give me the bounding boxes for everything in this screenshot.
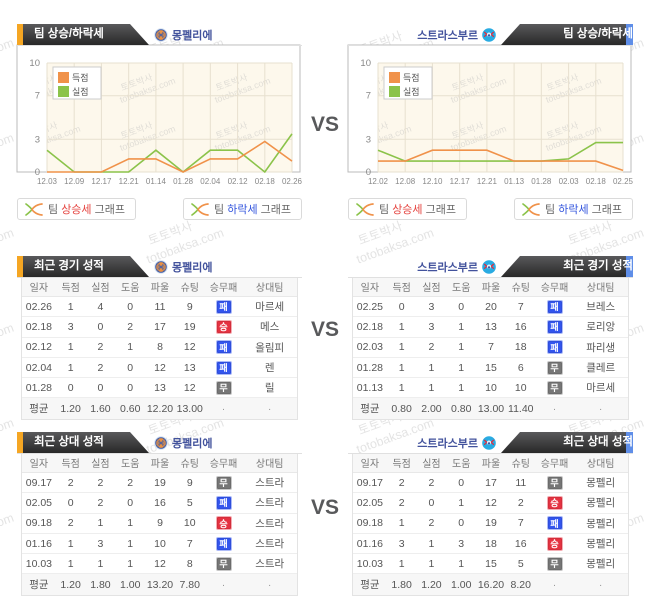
svg-text:02.18: 02.18 xyxy=(255,177,276,186)
svg-text:01.14: 01.14 xyxy=(146,177,167,186)
svg-text:totobaksa.com: totobaksa.com xyxy=(0,36,16,77)
svg-text:7: 7 xyxy=(35,91,40,102)
svg-text:3: 3 xyxy=(366,134,371,145)
svg-text:12.21: 12.21 xyxy=(477,177,498,186)
svg-text:01.13: 01.13 xyxy=(504,177,525,186)
svg-text:10: 10 xyxy=(360,58,371,69)
svg-text:12.08: 12.08 xyxy=(395,177,416,186)
svg-text:totobaksa.com: totobaksa.com xyxy=(0,416,16,457)
svg-text:3: 3 xyxy=(35,134,40,145)
svg-text:토토박사: 토토박사 xyxy=(146,219,194,248)
svg-text:실점: 실점 xyxy=(72,86,89,97)
svg-text:12.09: 12.09 xyxy=(64,177,85,186)
svg-text:01.28: 01.28 xyxy=(531,177,552,186)
svg-text:토토박사: 토토박사 xyxy=(356,219,404,248)
svg-text:토토박사: 토토박사 xyxy=(566,219,614,248)
svg-text:득점: 득점 xyxy=(72,72,89,83)
svg-text:02.18: 02.18 xyxy=(586,177,607,186)
svg-text:02.12: 02.12 xyxy=(228,177,249,186)
svg-text:득점: 득점 xyxy=(403,72,420,83)
svg-text:12.02: 12.02 xyxy=(368,177,389,186)
svg-text:02.26: 02.26 xyxy=(282,177,303,186)
svg-text:01.28: 01.28 xyxy=(173,177,194,186)
svg-text:totobaksa.com: totobaksa.com xyxy=(0,511,16,552)
svg-text:12.10: 12.10 xyxy=(422,177,443,186)
svg-text:12.21: 12.21 xyxy=(119,177,140,186)
svg-text:12.17: 12.17 xyxy=(91,177,112,186)
svg-text:실점: 실점 xyxy=(403,86,420,97)
svg-text:totobaksa.com: totobaksa.com xyxy=(0,226,16,267)
svg-text:10: 10 xyxy=(29,58,40,69)
svg-text:12.17: 12.17 xyxy=(450,177,471,186)
svg-text:7: 7 xyxy=(366,91,371,102)
svg-text:02.25: 02.25 xyxy=(613,177,634,186)
svg-text:totobaksa.com: totobaksa.com xyxy=(0,321,16,362)
svg-text:totobaksa.com: totobaksa.com xyxy=(0,131,16,172)
svg-text:12.03: 12.03 xyxy=(37,177,58,186)
svg-text:02.04: 02.04 xyxy=(200,177,221,186)
svg-text:02.03: 02.03 xyxy=(559,177,580,186)
